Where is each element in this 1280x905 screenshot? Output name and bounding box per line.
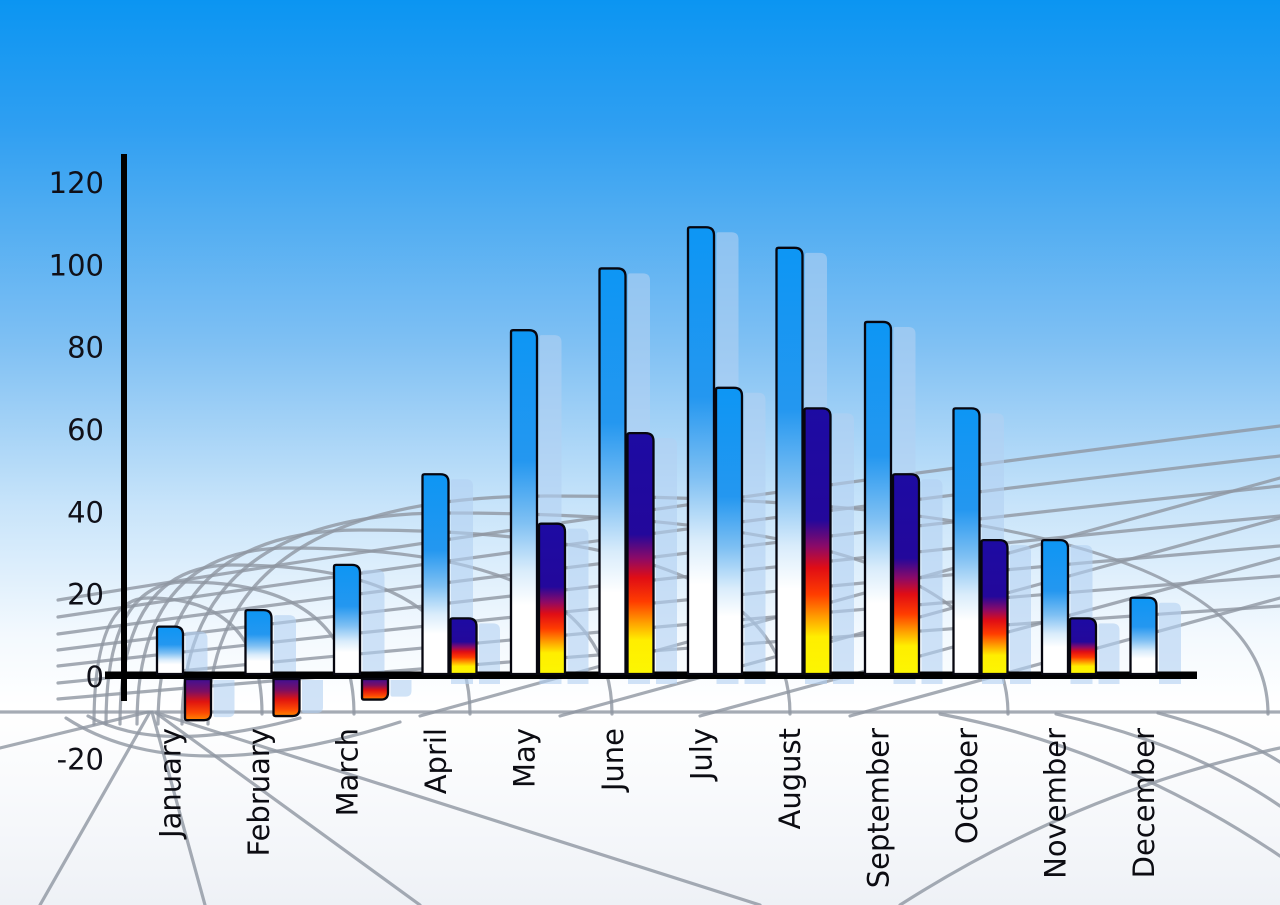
bar-shadow-october-s2 bbox=[1010, 545, 1031, 684]
bar-november-series1 bbox=[1040, 538, 1070, 676]
month-label-november: November bbox=[1039, 728, 1073, 879]
bar-june-series1 bbox=[598, 267, 627, 676]
bar-may-series1 bbox=[509, 329, 539, 676]
bar-december-series1 bbox=[1129, 596, 1158, 676]
bar-shadow-february-s1 bbox=[274, 615, 296, 684]
month-label-may: May bbox=[508, 728, 542, 788]
bar-november-series2 bbox=[1068, 617, 1098, 676]
y-tick-20: 20 bbox=[67, 578, 104, 612]
bar-august-series2 bbox=[803, 407, 832, 676]
bar-shadow-june-s2 bbox=[656, 438, 677, 684]
bar-shadow-december-s1 bbox=[1159, 602, 1181, 684]
bar-april-series2 bbox=[449, 617, 478, 676]
y-tick-0: 0 bbox=[86, 660, 104, 694]
bar-february-series1 bbox=[244, 608, 273, 676]
bar-may-series2 bbox=[537, 522, 567, 676]
month-label-october: October bbox=[950, 728, 984, 844]
bar-shadow-july-s2 bbox=[744, 392, 766, 684]
bar-shadow-march-s2 bbox=[390, 680, 412, 697]
bar-shadow-may-s2 bbox=[567, 528, 589, 684]
y-axis-line bbox=[121, 154, 127, 701]
y-tick-minus20: -20 bbox=[57, 742, 104, 776]
bar-shadow-january-s1 bbox=[185, 631, 208, 684]
bar-shadow-september-s2 bbox=[921, 479, 943, 684]
bar-shadow-march-s1 bbox=[362, 569, 385, 684]
y-tick-60: 60 bbox=[67, 413, 104, 447]
bar-january-series2 bbox=[183, 677, 213, 722]
bar-september-series2 bbox=[891, 473, 921, 676]
x-axis-month-labels: January February March April May June Ju… bbox=[154, 728, 1162, 888]
bar-shadow-january-s2 bbox=[213, 680, 235, 718]
y-tick-40: 40 bbox=[67, 495, 104, 529]
y-tick-80: 80 bbox=[67, 331, 104, 365]
y-tick-100: 100 bbox=[49, 248, 104, 282]
x-axis-baseline bbox=[105, 671, 1197, 679]
bar-shadow-april-s2 bbox=[479, 623, 500, 684]
bar-march-series2 bbox=[360, 677, 390, 701]
bar-shadow-february-s2 bbox=[302, 680, 323, 714]
bar-shadow-august-s2 bbox=[833, 413, 854, 684]
bar-july-series2 bbox=[714, 386, 744, 676]
bar-april-series1 bbox=[421, 473, 450, 676]
bar-june-series2 bbox=[626, 431, 655, 676]
month-label-december: December bbox=[1127, 728, 1161, 878]
bar-january-series1 bbox=[155, 625, 185, 676]
bar-march-series1 bbox=[332, 563, 362, 676]
bar-shadow-november-s2 bbox=[1098, 623, 1120, 684]
bars-layer bbox=[155, 226, 1158, 722]
bar-october-series1 bbox=[952, 407, 981, 676]
bar-february-series2 bbox=[272, 677, 301, 718]
bar-august-series1 bbox=[775, 246, 804, 676]
bar-october-series2 bbox=[980, 538, 1009, 676]
bar-july-series1 bbox=[686, 226, 716, 676]
month-label-april: April bbox=[419, 728, 453, 794]
month-label-march: March bbox=[331, 728, 365, 816]
y-tick-120: 120 bbox=[49, 166, 104, 200]
month-label-july: July bbox=[685, 728, 719, 782]
month-label-january: January bbox=[154, 728, 188, 840]
month-label-june: June bbox=[596, 728, 630, 793]
y-axis-tick-labels: 120 100 80 60 40 20 0 -20 bbox=[49, 166, 104, 776]
month-label-august: August bbox=[773, 728, 807, 830]
month-label-september: September bbox=[862, 728, 896, 888]
month-label-february: February bbox=[242, 728, 276, 857]
bar-september-series1 bbox=[863, 320, 893, 676]
